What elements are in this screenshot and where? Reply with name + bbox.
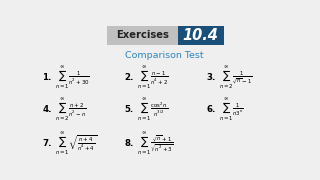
- Text: Exercises: Exercises: [116, 30, 169, 40]
- Text: $\sum_{n=1}^{\infty} \frac{1}{n3^n}$: $\sum_{n=1}^{\infty} \frac{1}{n3^n}$: [219, 96, 243, 123]
- Text: 10.4: 10.4: [183, 28, 219, 43]
- Text: 8.: 8.: [124, 139, 134, 148]
- Text: 7.: 7.: [43, 139, 52, 148]
- Text: $\sum_{n=1}^{\infty} \frac{1}{n^2 + 30}$: $\sum_{n=1}^{\infty} \frac{1}{n^2 + 30}$: [55, 64, 90, 91]
- Text: 6.: 6.: [206, 105, 216, 114]
- Text: Comparison Test: Comparison Test: [125, 51, 203, 60]
- Text: 4.: 4.: [43, 105, 52, 114]
- Text: 5.: 5.: [124, 105, 133, 114]
- Text: 1.: 1.: [43, 73, 52, 82]
- Text: $\sum_{n=1}^{\infty} \sqrt{\frac{n+4}{n^4+4}}$: $\sum_{n=1}^{\infty} \sqrt{\frac{n+4}{n^…: [55, 130, 97, 157]
- Text: $\sum_{n=2}^{\infty} \frac{n+2}{n^2 - n}$: $\sum_{n=2}^{\infty} \frac{n+2}{n^2 - n}…: [55, 96, 86, 123]
- Bar: [107, 26, 178, 45]
- Text: $\sum_{n=1}^{\infty} \frac{n-1}{n^4 + 2}$: $\sum_{n=1}^{\infty} \frac{n-1}{n^4 + 2}…: [137, 64, 168, 91]
- Text: 3.: 3.: [206, 73, 216, 82]
- Text: $\sum_{n=2}^{\infty} \frac{1}{\sqrt{n}-1}$: $\sum_{n=2}^{\infty} \frac{1}{\sqrt{n}-1…: [219, 64, 252, 91]
- Bar: [178, 26, 224, 45]
- Text: 2.: 2.: [124, 73, 134, 82]
- Text: $\sum_{n=1}^{\infty} \frac{\cos^2 n}{n^{3/2}}$: $\sum_{n=1}^{\infty} \frac{\cos^2 n}{n^{…: [137, 96, 168, 123]
- Text: $\sum_{n=1}^{\infty} \frac{\sqrt{n}+1}{\sqrt{n^2+3}}$: $\sum_{n=1}^{\infty} \frac{\sqrt{n}+1}{\…: [137, 130, 173, 157]
